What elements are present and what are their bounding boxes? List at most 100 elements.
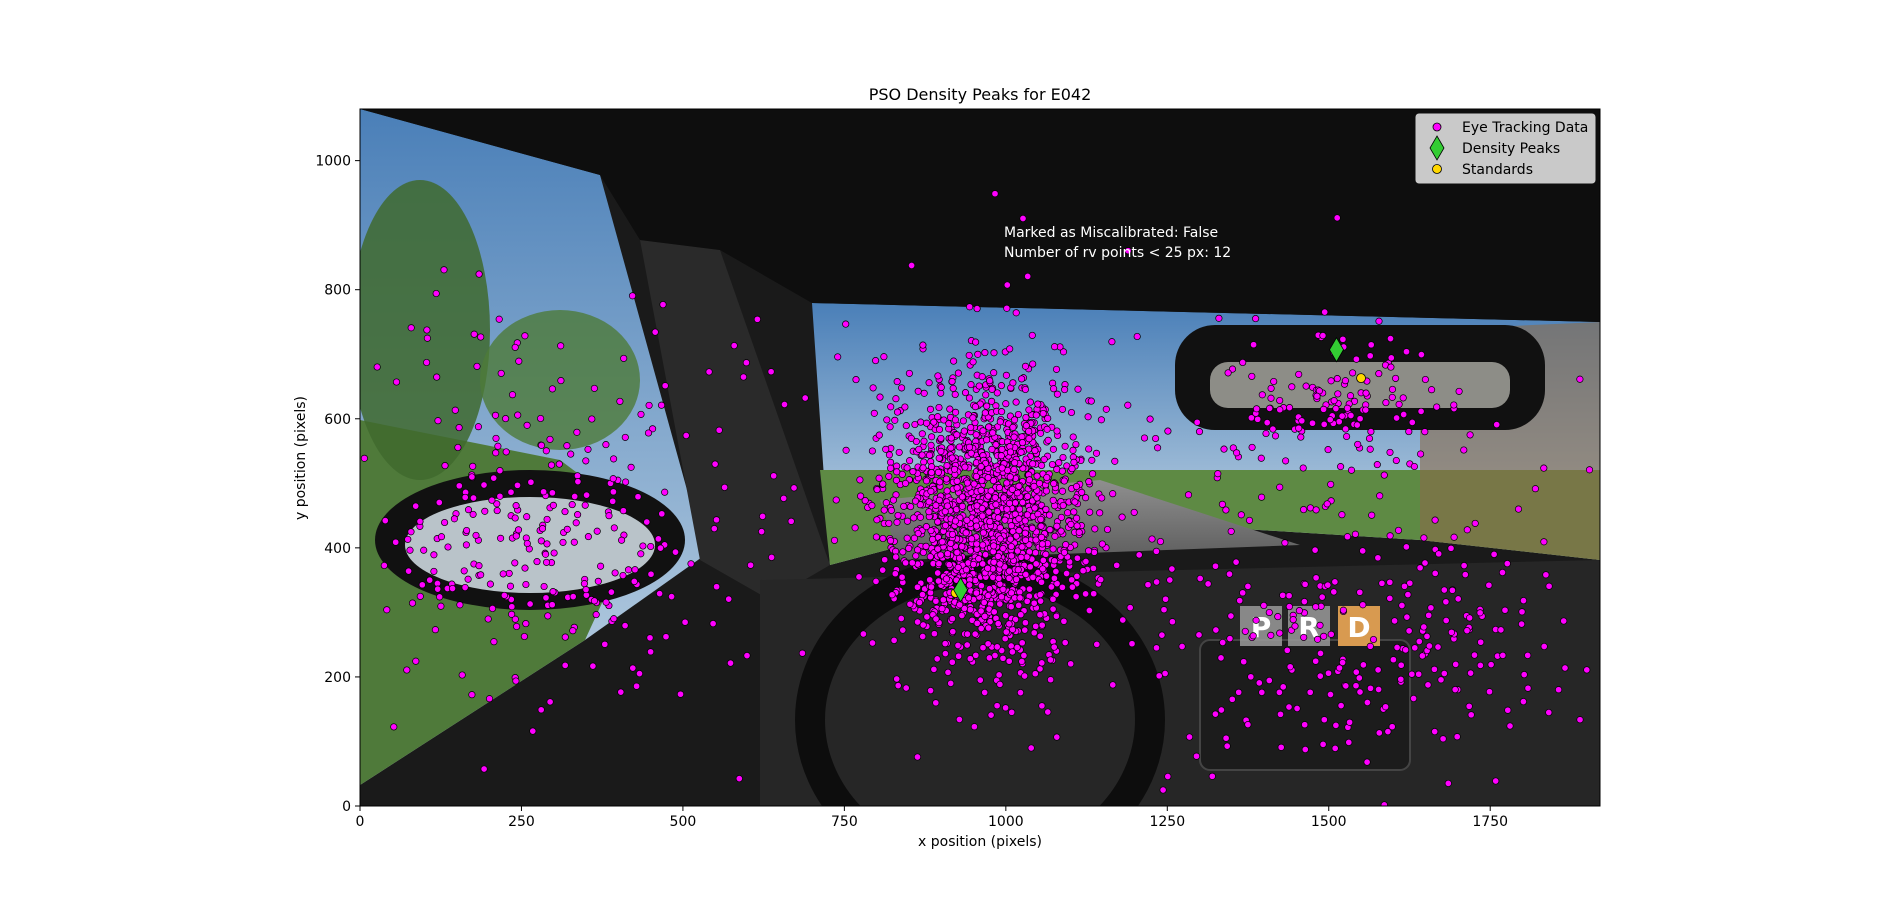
y-tick-label: 200 <box>324 670 351 686</box>
eye-tracking-point <box>747 561 755 569</box>
eye-tracking-point <box>633 682 641 690</box>
eye-tracking-point <box>979 427 987 435</box>
eye-tracking-point <box>1067 408 1076 417</box>
eye-tracking-point <box>542 558 551 566</box>
eye-tracking-point <box>1244 721 1252 729</box>
x-tick-label: 500 <box>670 814 697 830</box>
eye-tracking-point <box>1326 416 1334 424</box>
eye-tracking-point <box>989 477 997 485</box>
eye-tracking-point <box>671 548 680 556</box>
eye-tracking-point <box>1285 404 1294 412</box>
eye-tracking-point <box>407 324 415 332</box>
eye-tracking-point <box>1102 405 1110 413</box>
eye-tracking-point <box>1007 589 1015 597</box>
eye-tracking-point <box>893 378 901 386</box>
eye-tracking-point <box>629 664 637 672</box>
eye-tracking-point <box>1218 500 1226 508</box>
eye-tracking-point <box>1078 488 1086 496</box>
eye-tracking-point <box>913 753 922 761</box>
eye-tracking-point <box>1038 659 1046 667</box>
eye-tracking-point <box>1410 462 1418 471</box>
eye-tracking-point <box>935 425 944 434</box>
eye-tracking-point <box>930 665 938 673</box>
eye-tracking-point <box>1389 656 1397 664</box>
eye-tracking-point <box>982 551 990 559</box>
eye-tracking-point <box>1003 479 1011 487</box>
eye-tracking-point <box>715 426 723 434</box>
eye-tracking-point <box>790 484 798 492</box>
eye-tracking-point <box>495 315 503 323</box>
eye-tracking-point <box>1033 472 1041 480</box>
eye-tracking-point <box>1518 608 1526 616</box>
eye-tracking-point <box>1025 406 1033 414</box>
eye-tracking-point <box>1247 673 1255 681</box>
eye-tracking-point <box>965 581 974 589</box>
eye-tracking-point <box>1374 554 1382 562</box>
eye-tracking-point <box>1346 718 1354 726</box>
eye-tracking-point <box>909 468 917 476</box>
eye-tracking-point <box>441 462 449 470</box>
eye-tracking-point <box>1019 214 1027 223</box>
eye-tracking-point <box>1380 471 1388 479</box>
eye-tracking-point <box>1224 369 1232 377</box>
eye-tracking-point <box>1378 579 1386 587</box>
eye-tracking-point <box>526 600 534 608</box>
eye-tracking-point <box>892 395 900 403</box>
eye-tracking-point <box>1411 644 1419 652</box>
eye-tracking-point <box>711 460 719 468</box>
eye-tracking-point <box>869 384 877 392</box>
eye-tracking-point <box>537 706 545 714</box>
eye-tracking-point <box>687 560 695 568</box>
eye-tracking-point <box>412 657 420 665</box>
eye-tracking-point <box>1032 411 1040 419</box>
eye-tracking-point <box>972 431 980 439</box>
eye-tracking-point <box>1068 576 1076 584</box>
eye-tracking-point <box>584 445 592 453</box>
eye-tracking-point <box>1545 708 1553 717</box>
eye-tracking-point <box>1228 365 1237 373</box>
eye-tracking-point <box>872 577 880 585</box>
eye-tracking-point <box>1347 466 1356 474</box>
eye-tracking-point <box>961 389 970 397</box>
eye-tracking-point <box>1049 605 1057 613</box>
eye-tracking-point <box>926 589 935 597</box>
eye-tracking-point <box>549 588 557 596</box>
eye-tracking-point <box>506 582 515 590</box>
eye-tracking-point <box>1239 589 1247 597</box>
eye-tracking-point <box>1331 578 1339 586</box>
eye-tracking-point <box>893 675 901 683</box>
eye-tracking-point <box>743 652 751 660</box>
eye-tracking-point <box>901 403 909 411</box>
eye-tracking-point <box>953 484 961 492</box>
eye-tracking-point <box>898 573 906 581</box>
eye-tracking-point <box>941 640 949 648</box>
eye-tracking-point <box>1560 617 1568 625</box>
eye-tracking-point <box>970 480 978 488</box>
eye-tracking-point <box>1073 522 1081 530</box>
eye-tracking-point <box>1212 626 1220 634</box>
eye-tracking-point <box>972 589 981 597</box>
eye-tracking-point <box>609 488 617 496</box>
x-axis-label: x position (pixels) <box>918 834 1042 850</box>
eye-tracking-point <box>1217 654 1225 662</box>
eye-tracking-point <box>450 515 458 523</box>
eye-tracking-point <box>1030 482 1038 490</box>
eye-tracking-point <box>582 457 590 465</box>
eye-tracking-point <box>1025 476 1033 484</box>
eye-tracking-point <box>1184 491 1193 499</box>
eye-tracking-point <box>469 494 478 502</box>
eye-tracking-point <box>1518 620 1526 628</box>
eye-tracking-point <box>1388 385 1397 393</box>
eye-tracking-point <box>1058 583 1066 591</box>
eye-tracking-point <box>1148 535 1156 543</box>
eye-tracking-point <box>1037 597 1045 605</box>
eye-tracking-point <box>1042 487 1050 495</box>
eye-tracking-point <box>1060 477 1068 485</box>
eye-tracking-point <box>1007 603 1015 611</box>
eye-tracking-point <box>491 411 500 419</box>
eye-tracking-point <box>903 464 911 472</box>
eye-tracking-point <box>1359 661 1367 669</box>
eye-tracking-point <box>1437 676 1445 684</box>
eye-tracking-point <box>1103 525 1112 534</box>
eye-tracking-point <box>981 612 989 620</box>
